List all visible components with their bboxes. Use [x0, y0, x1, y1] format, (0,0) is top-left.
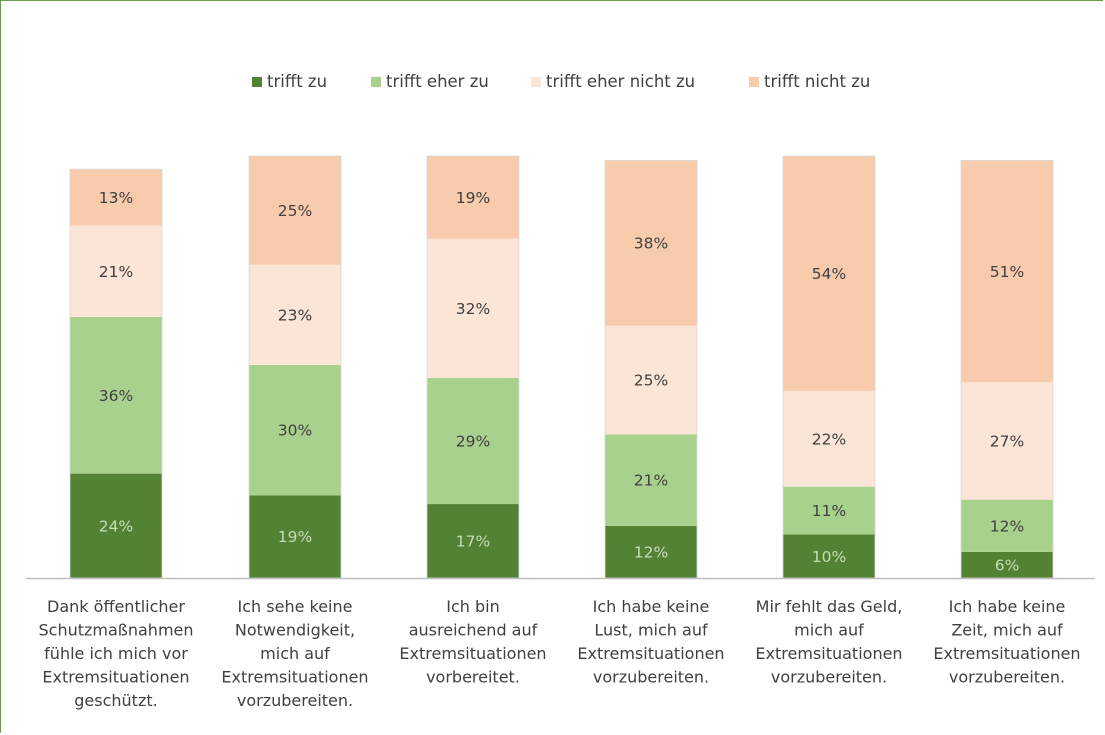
bar-segment	[249, 364, 341, 496]
bar-segment	[70, 473, 162, 578]
data-label: 17%	[456, 533, 490, 551]
bar-segment	[427, 377, 519, 505]
data-label: 54%	[812, 265, 846, 283]
bar-segment	[605, 325, 697, 435]
legend-label-1: trifft zu	[267, 72, 327, 91]
bar-segment	[783, 486, 875, 535]
bar-segment	[605, 434, 697, 526]
bar-segment	[427, 238, 519, 378]
data-label: 22%	[812, 430, 846, 448]
bar-segment	[70, 317, 162, 474]
legend-label-3: trifft eher nicht zu	[546, 72, 695, 91]
data-label: 38%	[634, 235, 668, 253]
legend: trifft zu trifft eher zu trifft eher nicht…	[252, 72, 870, 91]
bar-segment	[605, 525, 697, 578]
bar-segment	[961, 382, 1053, 500]
category-label-3: Ich bin ausreichend auf Extremsituationen v…	[399, 597, 546, 687]
bar-segment	[961, 551, 1053, 578]
bar-segment	[605, 160, 697, 326]
data-label: 23%	[278, 306, 312, 324]
bar-segment	[249, 495, 341, 578]
bar-segment	[70, 169, 162, 226]
data-label: 19%	[278, 528, 312, 546]
data-label: 21%	[99, 263, 133, 281]
data-label: 29%	[456, 432, 490, 450]
data-label: 32%	[456, 300, 490, 318]
legend-label-4: trifft nicht zu	[764, 72, 870, 91]
data-label: 30%	[278, 422, 312, 440]
data-label: 12%	[990, 517, 1024, 535]
bar-stack-1: 24% 36% 21% 13%	[69, 168, 163, 579]
bar-stack-5: 10% 11% 22% 54%	[782, 155, 876, 579]
data-label: 19%	[456, 189, 490, 207]
data-label: 12%	[634, 543, 668, 561]
legend-swatch-3	[531, 77, 541, 87]
bars: 24% 36% 21% 13% 19% 30% 23% 25% 17% 29% 32% 19% 12% 2…	[69, 155, 1054, 579]
data-label: 6%	[995, 556, 1020, 574]
data-label: 25%	[634, 372, 668, 390]
data-label: 13%	[99, 189, 133, 207]
legend-swatch-4	[749, 77, 759, 87]
bar-segment	[249, 264, 341, 365]
data-label: 27%	[990, 432, 1024, 450]
legend-label-2: trifft eher zu	[386, 72, 489, 91]
bar-segment	[783, 390, 875, 487]
bar-stack-4: 12% 21% 25% 38%	[604, 159, 698, 579]
bar-segment	[783, 534, 875, 578]
bar-segment	[427, 504, 519, 578]
category-label-4: Ich habe keine Lust, mich auf Extremsituat…	[577, 597, 724, 687]
data-label: 11%	[812, 502, 846, 520]
legend-swatch-1	[252, 77, 262, 87]
bar-segment	[249, 156, 341, 265]
data-label: 51%	[990, 263, 1024, 281]
data-label: 10%	[812, 548, 846, 566]
data-label: 25%	[278, 202, 312, 220]
data-label: 21%	[634, 472, 668, 490]
bar-segment	[70, 225, 162, 317]
bar-stack-3: 17% 29% 32% 19%	[426, 155, 520, 579]
category-label-6: Ich habe keine Zeit, mich auf Extremsituat…	[933, 597, 1080, 687]
category-label-5: Mir fehlt das Geld, mich auf Extremsituati…	[755, 597, 902, 687]
legend-swatch-2	[371, 77, 381, 87]
bar-segment	[961, 160, 1053, 383]
bar-segment	[783, 156, 875, 391]
category-label-1: Dank öffentlicher Schutzmaßnahmen fühle ic…	[38, 597, 193, 710]
bar-segment	[961, 499, 1053, 552]
bar-stack-6: 6% 12% 27% 51%	[960, 159, 1054, 579]
category-label-2: Ich sehe keine Notwendigkeit, mich auf Extr…	[221, 597, 368, 710]
bar-segment	[427, 156, 519, 239]
category-labels: Dank öffentlicher Schutzmaßnahmen fühle ic…	[38, 597, 1080, 710]
data-label: 36%	[99, 387, 133, 405]
bar-stack-2: 19% 30% 23% 25%	[248, 155, 342, 579]
data-label: 24%	[99, 517, 133, 535]
